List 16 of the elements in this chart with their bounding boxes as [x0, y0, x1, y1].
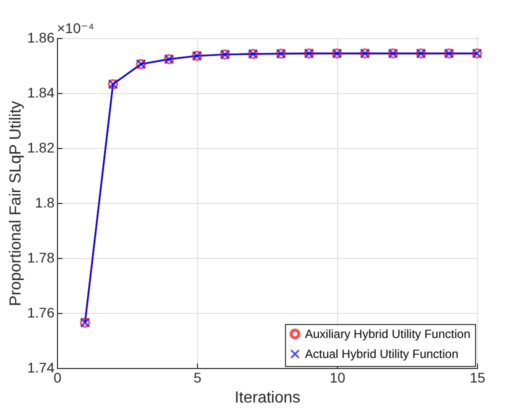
y-tick-label: 1.82: [27, 140, 55, 156]
y-tick-label: 1.86: [27, 30, 55, 46]
x-axis-title: Iterations: [234, 390, 300, 406]
legend-label: Actual Hybrid Utility Function: [305, 347, 458, 361]
y-axis-title: Proportional Fair SLqP Utility: [7, 100, 24, 306]
x-tick-label: 5: [194, 370, 202, 386]
y-tick-label: 1.78: [27, 250, 55, 266]
y-tick-label: 1.76: [27, 304, 55, 320]
text: ×10⁻⁴: [57, 20, 94, 36]
x-tick-label: 15: [470, 370, 486, 386]
x-tick-label: 0: [54, 370, 62, 386]
x-tick-label: 10: [330, 370, 346, 386]
y-tick-label: 1.74: [27, 360, 55, 376]
legend-label: Auxiliary Hybrid Utility Function: [305, 327, 470, 341]
y-tick-label: 1.8: [35, 194, 55, 210]
y-tick-label: 1.84: [27, 84, 55, 100]
